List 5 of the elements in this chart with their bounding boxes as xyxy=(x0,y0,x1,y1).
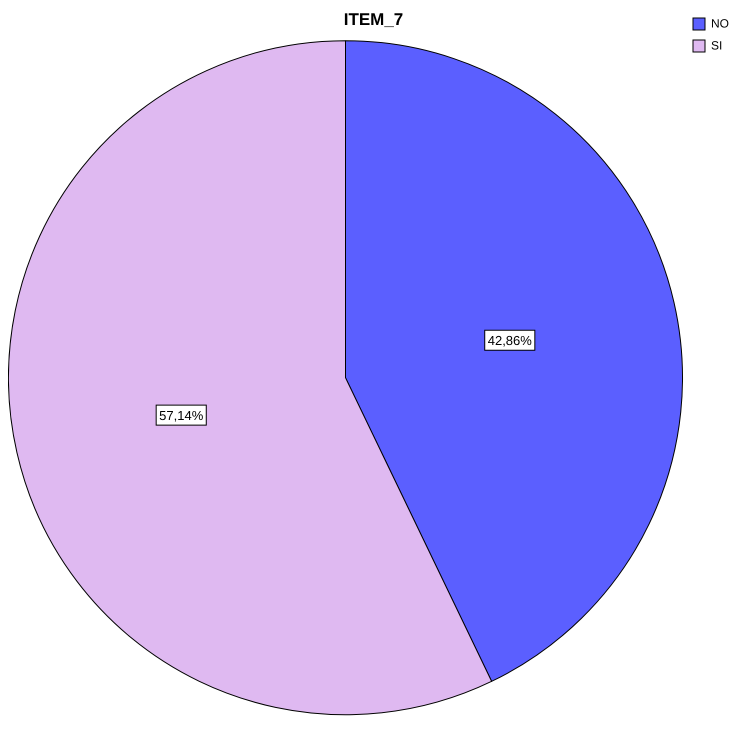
legend-label: NO xyxy=(711,16,729,30)
data-label: 57,14% xyxy=(159,408,204,423)
data-label: 42,86% xyxy=(488,332,532,348)
chart-title: ITEM_7 xyxy=(344,10,404,29)
legend-label: SI xyxy=(711,38,722,52)
